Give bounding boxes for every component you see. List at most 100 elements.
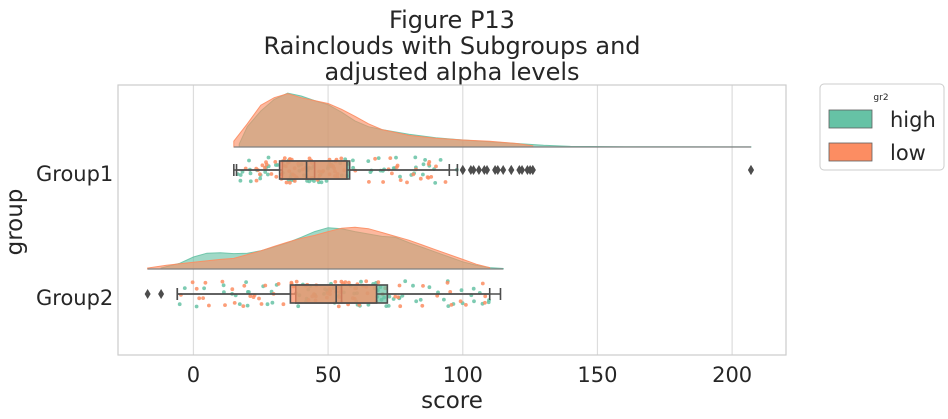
outlier-group1-low <box>494 165 501 175</box>
rain-point-group1-high <box>433 181 438 185</box>
rain-point-group1-high <box>376 156 381 161</box>
rain-point-group1-high <box>248 171 253 176</box>
rain-point-group1-high <box>275 163 280 167</box>
rain-point-group1-low <box>390 171 394 176</box>
rain-point-group2-high <box>459 288 464 293</box>
outlier-group1-low <box>481 165 488 175</box>
rain-point-group2-low <box>448 290 453 294</box>
rain-point-group1-high <box>391 166 396 171</box>
rain-point-group2-low <box>294 279 299 284</box>
rain-point-group1-high <box>312 179 316 183</box>
rain-point-group1-low <box>284 180 289 185</box>
rain-point-group2-low <box>190 280 195 285</box>
rain-point-group1-high <box>438 158 443 162</box>
cloud-layer <box>147 92 752 270</box>
outlier-group1-high <box>475 165 482 175</box>
rain-point-group2-high <box>244 280 249 284</box>
rain-point-group2-low <box>336 304 341 309</box>
rain-point-group2-low <box>449 303 454 307</box>
plot-frame <box>117 84 787 356</box>
cloud-group1-low <box>233 93 534 148</box>
rain-point-group2-low <box>257 296 261 301</box>
rain-point-group1-high <box>398 174 402 179</box>
rain-point-group2-low <box>230 287 235 292</box>
rain-point-group2-low <box>201 296 206 300</box>
rain-point-group2-low <box>480 281 485 286</box>
rain-point-group1-low <box>394 165 399 170</box>
rain-point-group1-high <box>266 172 270 177</box>
x-tick-label: 50 <box>315 363 342 387</box>
rain-point-group2-low <box>333 280 338 284</box>
box-group2-low <box>289 284 378 304</box>
rain-point-group2-high <box>427 285 432 290</box>
rain-point-group2-high <box>222 290 226 294</box>
rain-point-group2-low <box>483 300 487 305</box>
rain-point-group1-low <box>367 180 371 184</box>
rain-point-group2-low <box>263 283 268 288</box>
rain-point-group1-low <box>411 172 416 177</box>
rain-point-group2-high <box>247 290 251 294</box>
rain-point-group2-high <box>182 286 187 290</box>
box-group1-low <box>278 160 348 180</box>
outlier-group1-low <box>747 165 754 175</box>
rain-point-group2-low <box>248 294 253 298</box>
rain-point-group1-low <box>339 156 344 161</box>
rain-point-group1-high <box>421 162 426 167</box>
rain-point-group1-high <box>324 179 329 183</box>
y-tick-label-group1: Group1 <box>36 162 113 186</box>
outlier-group1-high <box>500 165 507 175</box>
cloud-group2-low <box>147 226 491 270</box>
legend: gr2 high low <box>819 83 945 171</box>
rain-point-group1-high <box>263 170 268 174</box>
rain-point-group1-high <box>238 173 243 177</box>
rain-point-group1-low <box>288 180 292 185</box>
rain-point-group1-high <box>238 178 243 183</box>
rain-point-group2-low <box>364 279 369 284</box>
rain-point-group1-high <box>413 155 418 160</box>
rain-point-group2-high <box>270 300 275 305</box>
rain-point-group1-low <box>398 178 403 183</box>
rain-point-group1-low <box>258 172 262 177</box>
rain-point-group1-low <box>273 160 278 164</box>
rain-point-group2-low <box>259 302 264 306</box>
x-axis-label: score <box>421 388 483 414</box>
rain-point-group2-high <box>414 299 419 304</box>
x-tick-label: 100 <box>443 363 483 387</box>
outlier-group1-low <box>508 165 515 175</box>
rain-point-group2-low <box>197 296 202 301</box>
rain-point-group2-low <box>242 283 247 288</box>
rain-point-group2-high <box>177 302 182 307</box>
rain-point-group1-low <box>264 162 269 167</box>
rain-point-group1-high <box>351 158 355 163</box>
rain-point-group2-low <box>251 295 256 299</box>
rain-point-group2-low <box>396 295 401 300</box>
rain-point-group1-low <box>418 176 423 181</box>
y-tick-label-group2: Group2 <box>36 286 113 310</box>
rain-point-group1-low <box>269 172 274 176</box>
rain-point-group2-high <box>202 286 207 291</box>
rain-point-group1-high <box>319 180 324 185</box>
rain-point-group2-high <box>411 283 415 288</box>
rain-point-group1-high <box>394 155 398 160</box>
rain-point-group2-high <box>245 303 250 308</box>
rain-point-group2-low <box>232 301 237 305</box>
rain-point-group1-low <box>434 164 438 169</box>
rain-point-group1-low <box>405 180 409 185</box>
rain-point-group2-high <box>418 297 423 302</box>
outlier-group1-low <box>519 165 526 175</box>
rain-point-group2-low <box>343 280 348 285</box>
legend-label-high: high <box>890 108 936 132</box>
rain-point-group1-high <box>240 169 245 174</box>
rain-point-group1-low <box>425 175 430 180</box>
rain-point-group2-high <box>221 283 226 288</box>
rain-point-group2-high <box>387 294 392 299</box>
x-tick-label: 0 <box>187 363 200 387</box>
rain-point-group2-low <box>289 280 294 285</box>
rain-point-group2-low <box>203 280 208 285</box>
y-axis-label: group <box>2 189 28 256</box>
rain-point-group1-high <box>266 155 271 160</box>
rain-point-group1-high <box>421 172 425 177</box>
rain-point-group1-low <box>254 178 259 183</box>
